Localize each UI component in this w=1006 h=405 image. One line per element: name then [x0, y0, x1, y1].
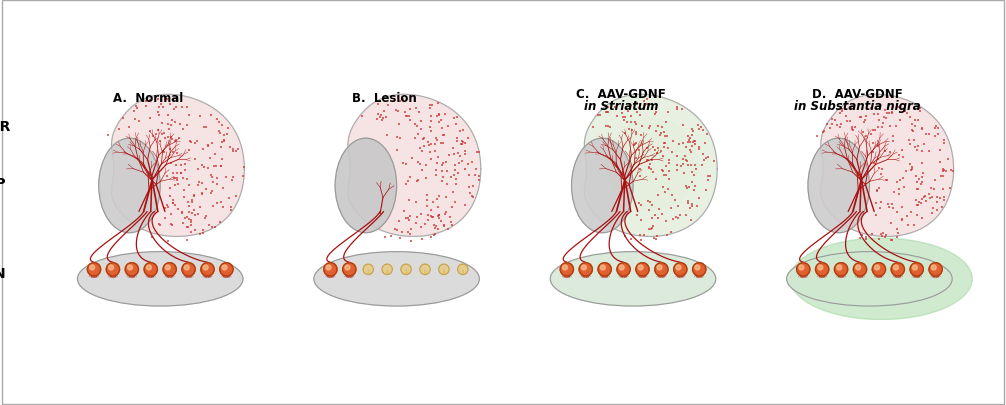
- Circle shape: [90, 265, 95, 270]
- Circle shape: [912, 265, 917, 270]
- Circle shape: [636, 263, 649, 276]
- Circle shape: [203, 265, 208, 270]
- Circle shape: [326, 265, 331, 270]
- Circle shape: [617, 263, 630, 276]
- Polygon shape: [112, 95, 244, 237]
- Circle shape: [692, 263, 706, 276]
- Circle shape: [163, 263, 176, 276]
- Circle shape: [853, 263, 866, 276]
- Circle shape: [147, 265, 152, 270]
- Circle shape: [560, 263, 573, 276]
- Circle shape: [324, 263, 337, 276]
- Circle shape: [598, 263, 612, 276]
- Circle shape: [601, 265, 606, 270]
- Ellipse shape: [606, 119, 698, 211]
- Circle shape: [439, 264, 449, 275]
- Circle shape: [818, 265, 823, 270]
- Ellipse shape: [335, 139, 396, 233]
- Polygon shape: [348, 95, 481, 237]
- Ellipse shape: [787, 252, 952, 306]
- Circle shape: [581, 265, 586, 270]
- Circle shape: [657, 265, 662, 270]
- Ellipse shape: [571, 139, 633, 233]
- Circle shape: [109, 265, 114, 270]
- Text: C.  AAV-GDNF: C. AAV-GDNF: [576, 88, 666, 101]
- Circle shape: [184, 265, 189, 270]
- Circle shape: [856, 265, 861, 270]
- Circle shape: [182, 263, 195, 276]
- Text: in Substantia nigra: in Substantia nigra: [795, 100, 920, 113]
- Circle shape: [219, 263, 233, 276]
- Circle shape: [201, 263, 214, 276]
- Circle shape: [458, 264, 468, 275]
- Circle shape: [799, 265, 804, 270]
- Circle shape: [400, 264, 411, 275]
- Circle shape: [128, 265, 133, 270]
- Circle shape: [343, 263, 356, 276]
- Ellipse shape: [550, 252, 715, 306]
- Circle shape: [363, 264, 373, 275]
- Circle shape: [674, 263, 687, 276]
- Text: A.  Normal: A. Normal: [114, 92, 183, 104]
- Circle shape: [222, 265, 227, 270]
- Text: B.  Lesion: B. Lesion: [352, 92, 417, 104]
- Circle shape: [579, 263, 593, 276]
- Polygon shape: [821, 95, 954, 237]
- Circle shape: [695, 265, 700, 270]
- Circle shape: [107, 263, 120, 276]
- Circle shape: [874, 265, 879, 270]
- Circle shape: [797, 263, 810, 276]
- Circle shape: [932, 265, 937, 270]
- Circle shape: [144, 263, 157, 276]
- Text: STR: STR: [0, 120, 10, 134]
- Circle shape: [872, 263, 885, 276]
- Circle shape: [562, 265, 567, 270]
- Circle shape: [420, 264, 431, 275]
- Ellipse shape: [77, 252, 243, 306]
- Circle shape: [929, 263, 943, 276]
- Circle shape: [837, 265, 842, 270]
- Text: GP: GP: [0, 177, 5, 191]
- Ellipse shape: [99, 139, 160, 233]
- Circle shape: [893, 265, 898, 270]
- Circle shape: [125, 263, 139, 276]
- Circle shape: [620, 265, 625, 270]
- Circle shape: [638, 265, 643, 270]
- Polygon shape: [584, 95, 717, 237]
- Circle shape: [165, 265, 170, 270]
- Circle shape: [676, 265, 681, 270]
- Circle shape: [88, 263, 101, 276]
- Circle shape: [382, 264, 392, 275]
- Polygon shape: [584, 95, 717, 237]
- Text: D.  AAV-GDNF: D. AAV-GDNF: [812, 88, 903, 101]
- Circle shape: [910, 263, 924, 276]
- Text: in Striatum: in Striatum: [583, 100, 659, 113]
- Circle shape: [816, 263, 829, 276]
- Ellipse shape: [808, 139, 869, 233]
- Text: SN: SN: [0, 266, 5, 280]
- Ellipse shape: [791, 239, 972, 320]
- Circle shape: [655, 263, 668, 276]
- Circle shape: [891, 263, 904, 276]
- Circle shape: [834, 263, 848, 276]
- Ellipse shape: [314, 252, 479, 306]
- Circle shape: [345, 265, 350, 270]
